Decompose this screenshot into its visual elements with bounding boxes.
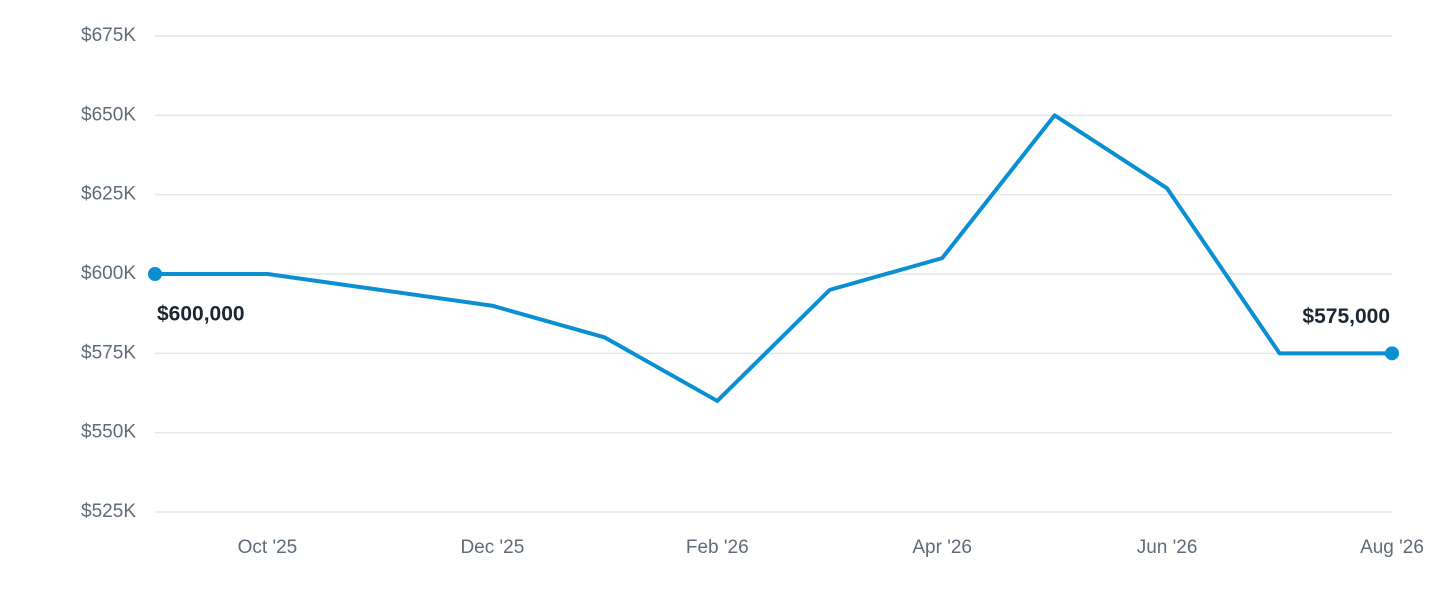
end-point [1385,346,1399,361]
y-tick-label: $575K [81,342,136,363]
value-label: $575,000 [1302,305,1390,328]
x-tick-label: Aug '26 [1360,537,1424,558]
end-point [148,267,162,281]
line [155,113,1392,403]
y-tick-label: $600K [81,263,136,284]
y-tick-label: $625K [81,184,136,205]
x-tick-label: Oct '25 [238,537,298,558]
x-tick-label: Feb '26 [686,537,749,558]
y-tick-label: $525K [81,501,136,522]
y-tick-label: $675K [81,25,136,46]
x-tick-label: Apr '26 [912,537,972,558]
value-label: $600,000 [157,303,245,326]
x-tick-label: Dec '25 [460,537,524,558]
y-tick-label: $650K [81,104,136,125]
x-tick-label: Jun '26 [1137,537,1198,558]
y-tick-label: $550K [81,422,136,443]
